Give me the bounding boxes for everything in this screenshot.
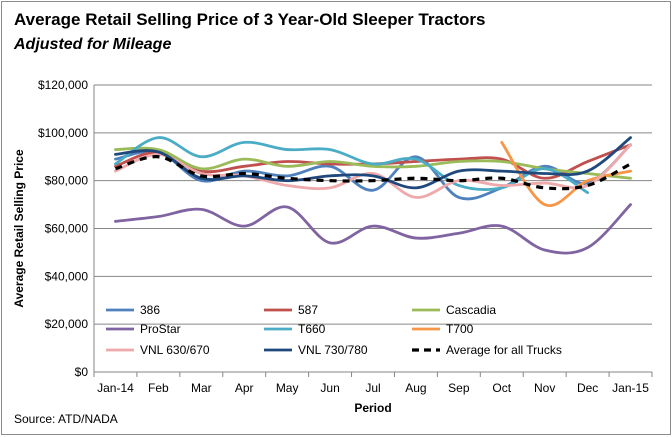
y-tick-label: $60,000: [45, 222, 89, 236]
legend: 386 587 Cascadia ProStar T660 T700 VNL 630/670…: [106, 303, 562, 357]
series-lines: [114, 136, 632, 255]
legend-label-386: 386: [140, 303, 160, 317]
chart-subtitle: Adjusted for Mileage: [14, 36, 172, 53]
y-tick-label: $120,000: [38, 78, 88, 92]
x-tick-label: Jan-15: [612, 381, 649, 395]
y-tick-label: $100,000: [38, 126, 88, 140]
legend-label-t700: T700: [446, 322, 474, 336]
x-tick-label: May: [276, 381, 299, 395]
gridlines: [94, 84, 652, 325]
y-tick-label: $40,000: [45, 269, 89, 283]
x-tick-label: Apr: [235, 381, 254, 395]
x-axis-title: Period: [354, 401, 391, 415]
legend-label-587: 587: [298, 303, 318, 317]
legend-label-average-for-all-trucks: Average for all Trucks: [446, 343, 562, 357]
legend-label-prostar: ProStar: [140, 322, 181, 336]
series-line-average-for-all-trucks: [114, 155, 632, 191]
x-tick-label: Aug: [405, 381, 426, 395]
y-tick-label: $0: [75, 365, 89, 379]
y-tick-label: $20,000: [45, 317, 89, 331]
x-tick-label: Nov: [534, 381, 555, 395]
series-line-prostar: [114, 203, 632, 255]
x-tick-label: Sep: [448, 381, 470, 395]
chart-source: Source: ATD/NADA: [14, 412, 118, 426]
legend-label-t660: T660: [298, 322, 326, 336]
x-tick-label: Jun: [320, 381, 339, 395]
legend-label-vnl-730-780: VNL 730/780: [298, 343, 368, 357]
x-tick-label: Feb: [148, 381, 169, 395]
chart-title: Average Retail Selling Price of 3 Year-O…: [14, 10, 486, 29]
x-tick-label: Jan-14: [97, 381, 134, 395]
series-line-vnl-730-780: [114, 136, 632, 190]
legend-label-vnl-630-670: VNL 630/670: [140, 343, 210, 357]
series-line-vnl-630-670: [114, 143, 632, 199]
y-tick-label: $80,000: [45, 174, 89, 188]
axes: $0 $20,000 $40,000 $60,000 $80,000 $100,000 $1…: [12, 78, 653, 415]
legend-label-cascadia: Cascadia: [446, 303, 496, 317]
y-axis-title: Average Retail Selling Price: [12, 149, 26, 308]
series-line-386: [114, 143, 632, 201]
x-tick-label: Oct: [492, 381, 511, 395]
x-tick-label: Mar: [191, 381, 212, 395]
x-tick-label: Jul: [365, 381, 380, 395]
x-tick-label: Dec: [577, 381, 598, 395]
